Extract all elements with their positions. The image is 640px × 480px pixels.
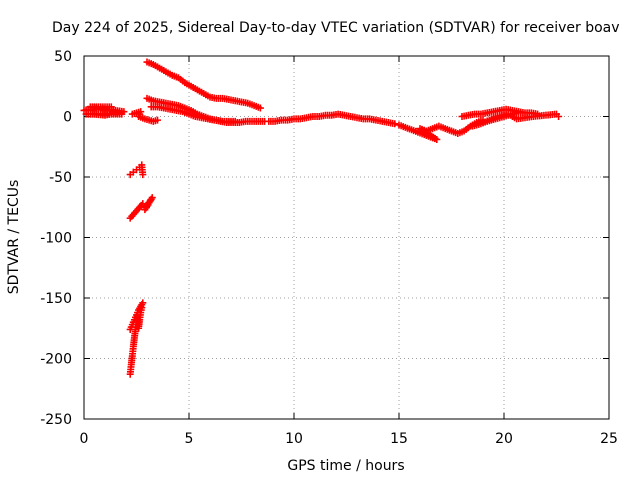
data-point [555,113,563,120]
y-axis-title: SDTVAR / TECUs [6,180,22,295]
data-points [80,58,563,378]
x-tick-label: 0 [80,431,89,447]
series-neg80-group [126,194,156,222]
data-point [139,171,147,179]
x-tick-label: 20 [495,431,513,447]
series-near-zero-start [80,103,128,119]
data-point [138,304,146,312]
y-tick-label: 0 [63,110,72,126]
data-point [107,103,115,111]
y-tick-label: -200 [40,352,72,368]
y-tick-label: -100 [40,231,72,247]
plot-frame [83,55,610,420]
x-tick-label: 10 [285,431,303,447]
x-tick-label: 5 [185,431,194,447]
y-tick-label: -50 [49,170,72,186]
x-axis-title: GPS time / hours [287,458,404,474]
x-tick-label: 15 [390,431,408,447]
data-point [513,109,521,117]
data-point [391,120,399,128]
y-tick-label: 50 [54,49,72,65]
grid [84,56,609,419]
y-tick-label: -250 [40,412,72,428]
series-neg150-group [126,299,147,378]
y-tick-label: -150 [40,291,72,307]
series-late-dip [395,116,487,143]
data-point [139,299,147,307]
series-early-cluster [128,108,161,125]
series-upper-descending [143,58,264,112]
series-mid-day [265,110,399,128]
data-point [154,116,161,124]
chart-title: Day 224 of 2025, Sidereal Day-to-day VTE… [52,20,620,36]
series-neg50-group [126,161,147,179]
axis-ticks: 0 5 10 15 20 25 50 0 -50 -100 -150 -200 -250 [40,49,618,447]
x-tick-label: 25 [600,431,618,447]
data-point [256,104,264,112]
data-point [144,201,152,209]
series-lower-track [147,103,269,127]
series-late-recovery [458,105,563,130]
